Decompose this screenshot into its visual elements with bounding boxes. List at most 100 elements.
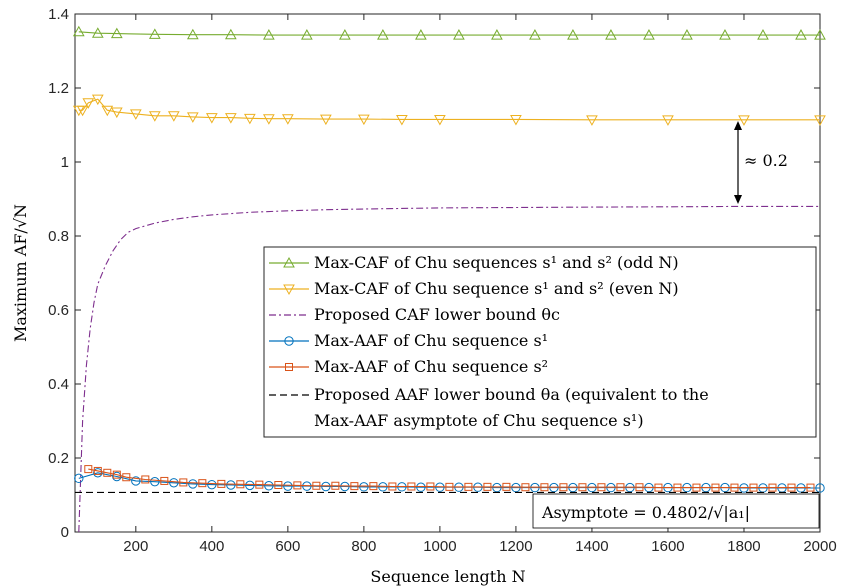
series-point-4 bbox=[559, 483, 568, 492]
series-point-4 bbox=[255, 480, 264, 489]
series-point-1 bbox=[110, 107, 123, 119]
series-point-0 bbox=[491, 29, 503, 40]
series-point-1 bbox=[396, 114, 408, 126]
series-point-4 bbox=[112, 470, 121, 479]
series-point-4 bbox=[84, 465, 93, 474]
series-point-1 bbox=[738, 115, 750, 126]
series-point-4 bbox=[806, 483, 815, 492]
series-point-0 bbox=[339, 29, 351, 40]
series-point-3 bbox=[359, 482, 369, 492]
legend-key-marker-3 bbox=[284, 336, 294, 346]
x-tick-label: 2000 bbox=[803, 538, 836, 555]
series-1 bbox=[72, 94, 826, 126]
series-point-3 bbox=[74, 473, 84, 484]
series-point-1 bbox=[320, 114, 332, 126]
series-point-4 bbox=[426, 482, 435, 491]
series-point-4 bbox=[407, 482, 416, 491]
series-point-4 bbox=[787, 483, 796, 492]
series-point-4 bbox=[445, 482, 454, 491]
series-point-1 bbox=[814, 115, 826, 126]
series-marks bbox=[72, 25, 826, 533]
series-4 bbox=[84, 465, 815, 492]
legend-entry-2: Proposed CAF lower bound θc bbox=[314, 305, 560, 324]
asymptote-label: Asymptote = 0.4802/√|a₁| bbox=[541, 503, 750, 522]
x-tick-label: 800 bbox=[351, 538, 376, 555]
y-tick-label: 0.8 bbox=[48, 228, 69, 245]
x-tick-label: 200 bbox=[123, 538, 148, 555]
y-tick-label: 1.2 bbox=[48, 80, 69, 97]
series-point-0 bbox=[91, 27, 104, 38]
series-point-0 bbox=[719, 29, 731, 40]
legend-entry-6: Max-AAF asymptote of Chu sequence s¹) bbox=[314, 411, 644, 430]
series-point-3 bbox=[416, 482, 426, 492]
legend-entry-5: Proposed AAF lower bound θa (equivalent … bbox=[314, 385, 709, 404]
y-tick-label: 0 bbox=[61, 524, 69, 541]
legend-key-marker-0 bbox=[283, 256, 295, 268]
x-tick-label: 1600 bbox=[651, 538, 684, 555]
series-point-0 bbox=[186, 28, 199, 40]
series-point-3 bbox=[245, 480, 255, 491]
x-tick-label: 600 bbox=[275, 538, 300, 555]
series-point-0 bbox=[529, 29, 541, 40]
y-tick-label: 0.6 bbox=[48, 302, 69, 319]
series-point-3 bbox=[283, 481, 293, 491]
series-point-1 bbox=[167, 111, 180, 122]
series-point-4 bbox=[93, 466, 102, 475]
series-point-3 bbox=[112, 471, 122, 482]
gap-label: ≈ 0.2 bbox=[744, 151, 788, 170]
series-point-0 bbox=[301, 29, 313, 40]
x-tick-label: 400 bbox=[199, 538, 224, 555]
legend-box bbox=[263, 246, 817, 438]
legend-keys bbox=[269, 256, 309, 396]
legend-key-marker-1 bbox=[283, 284, 295, 296]
series-point-0 bbox=[377, 29, 389, 40]
legend-entry-4: Max-AAF of Chu sequence s² bbox=[314, 357, 548, 376]
series-point-4 bbox=[673, 483, 682, 492]
series-point-4 bbox=[103, 468, 112, 477]
series-point-4 bbox=[654, 483, 663, 492]
series-point-0 bbox=[148, 28, 161, 39]
series-line-2 bbox=[78, 205, 820, 533]
series-point-4 bbox=[122, 473, 131, 482]
legend-entry-1: Max-CAF of Chu sequence s¹ and s² (even … bbox=[314, 279, 679, 298]
series-point-1 bbox=[205, 113, 218, 124]
series-2 bbox=[78, 205, 820, 533]
series-point-1 bbox=[263, 114, 275, 125]
series-point-0 bbox=[453, 29, 465, 40]
series-point-4 bbox=[578, 483, 587, 492]
series-point-0 bbox=[224, 28, 237, 40]
series-point-1 bbox=[186, 112, 199, 123]
series-point-4 bbox=[293, 481, 302, 490]
x-tick-label: 1400 bbox=[575, 538, 608, 555]
series-point-4 bbox=[730, 483, 739, 492]
series-point-4 bbox=[597, 483, 606, 492]
series-point-4 bbox=[236, 480, 245, 489]
series-point-1 bbox=[129, 109, 142, 120]
series-point-0 bbox=[110, 27, 123, 39]
series-point-0 bbox=[72, 25, 85, 37]
x-tick-label: 1200 bbox=[499, 538, 532, 555]
series-point-4 bbox=[540, 483, 549, 492]
series-point-4 bbox=[711, 483, 720, 492]
series-point-1 bbox=[662, 115, 674, 126]
series-point-4 bbox=[312, 481, 321, 490]
series-point-4 bbox=[749, 483, 758, 492]
series-point-4 bbox=[768, 483, 777, 492]
series-point-3 bbox=[264, 481, 274, 491]
series-point-1 bbox=[91, 94, 104, 106]
gap-arrow-head-top bbox=[734, 121, 742, 130]
series-point-4 bbox=[502, 482, 511, 491]
series-point-3 bbox=[492, 482, 502, 493]
series-0 bbox=[72, 25, 826, 40]
legend-entry-3: Max-AAF of Chu sequence s¹ bbox=[314, 331, 548, 350]
gap-arrow-head-bottom bbox=[734, 195, 742, 204]
series-point-3 bbox=[321, 481, 331, 492]
series-point-0 bbox=[263, 29, 275, 40]
series-point-1 bbox=[510, 114, 522, 126]
series-point-3 bbox=[169, 478, 179, 488]
series-point-1 bbox=[358, 114, 370, 126]
y-tick-label: 1.4 bbox=[48, 6, 69, 23]
y-tick-label: 0.2 bbox=[48, 450, 69, 467]
series-line-0 bbox=[78, 31, 820, 36]
